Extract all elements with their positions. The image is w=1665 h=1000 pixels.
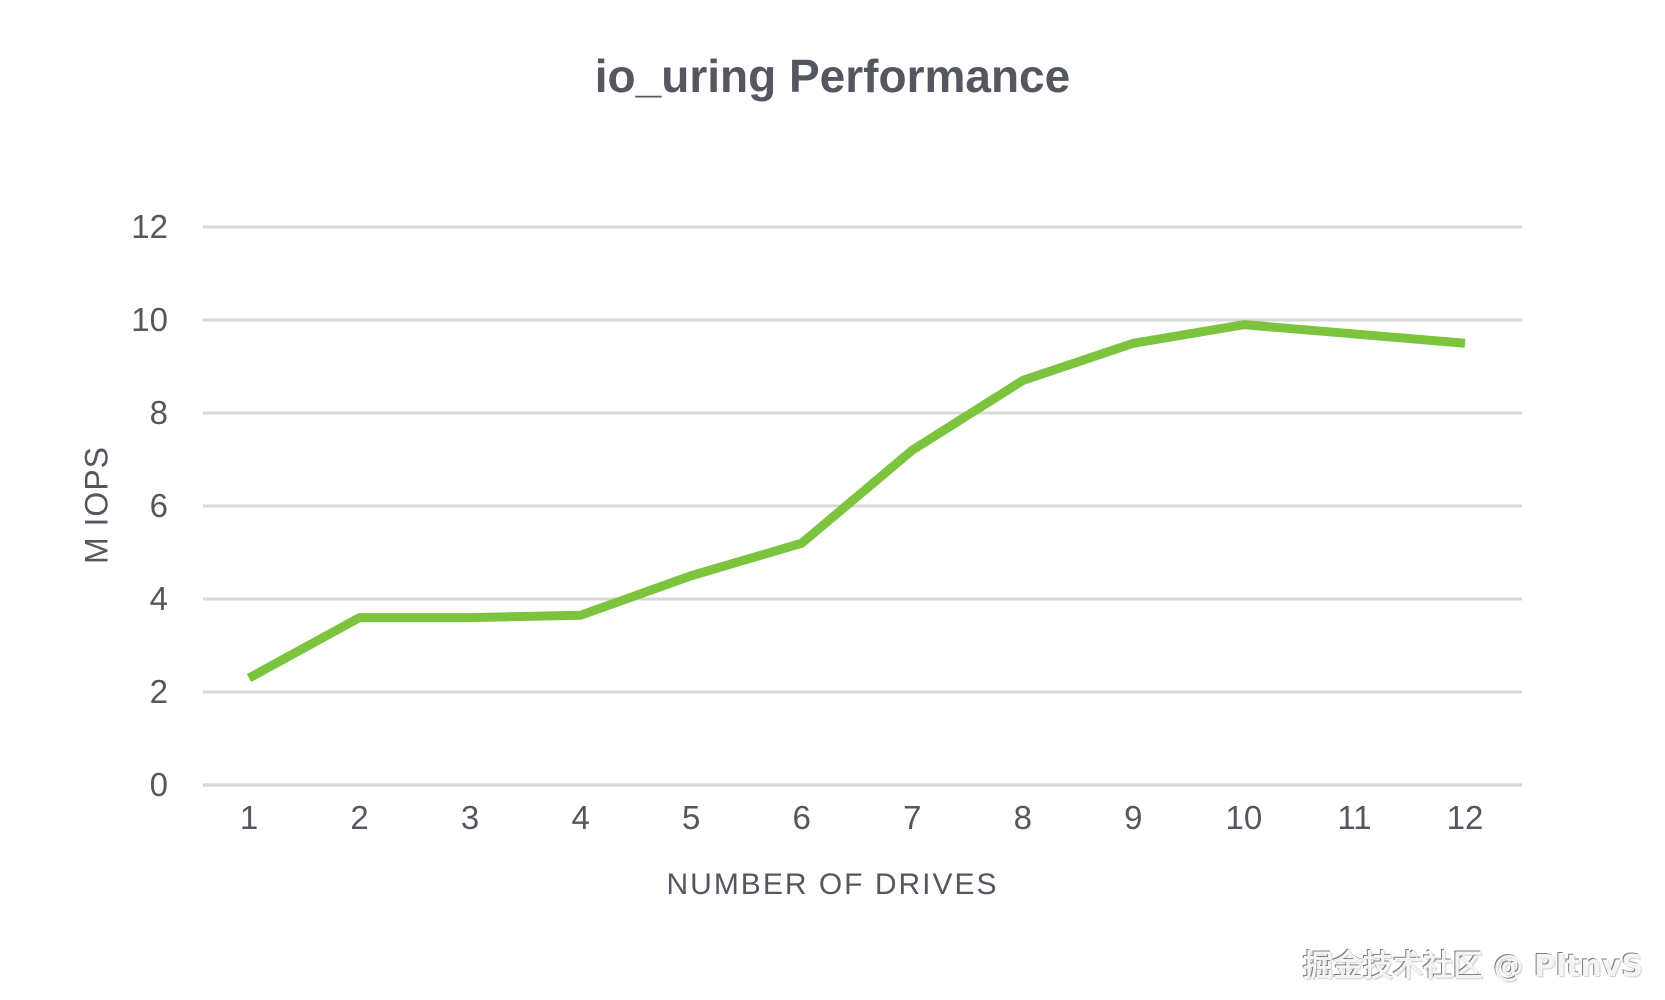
x-tick-label: 7 [903, 799, 922, 836]
x-tick-label: 8 [1013, 799, 1032, 836]
x-axis-label: NUMBER OF DRIVES [666, 868, 999, 901]
x-tick-label: 11 [1337, 799, 1372, 836]
y-tick-label: 4 [149, 580, 168, 617]
watermark: 掘金技术社区 @ PltnvS [1302, 949, 1643, 984]
x-tick-label: 5 [681, 799, 701, 836]
x-tick-label: 2 [350, 799, 369, 836]
y-tick-label: 0 [149, 766, 168, 803]
x-tick-label: 9 [1124, 799, 1143, 836]
y-tick-labels: 0 2 4 6 8 10 12 [0, 0, 168, 1000]
x-tick-label: 3 [460, 799, 480, 836]
y-tick-label: 12 [131, 208, 168, 245]
x-tick-label: 12 [1446, 799, 1484, 836]
y-tick-label: 10 [131, 301, 168, 338]
y-tick-label: 6 [149, 487, 168, 524]
x-tick-label: 10 [1225, 799, 1263, 836]
x-tick-label: 1 [239, 799, 259, 836]
chart-title: io_uring Performance [594, 50, 1071, 102]
x-tick-label: 4 [571, 799, 590, 836]
data-line-io_uring [246, 320, 1466, 682]
y-tick-label: 2 [149, 673, 168, 710]
x-tick-label: 6 [792, 799, 811, 836]
y-tick-label: 8 [149, 394, 168, 431]
